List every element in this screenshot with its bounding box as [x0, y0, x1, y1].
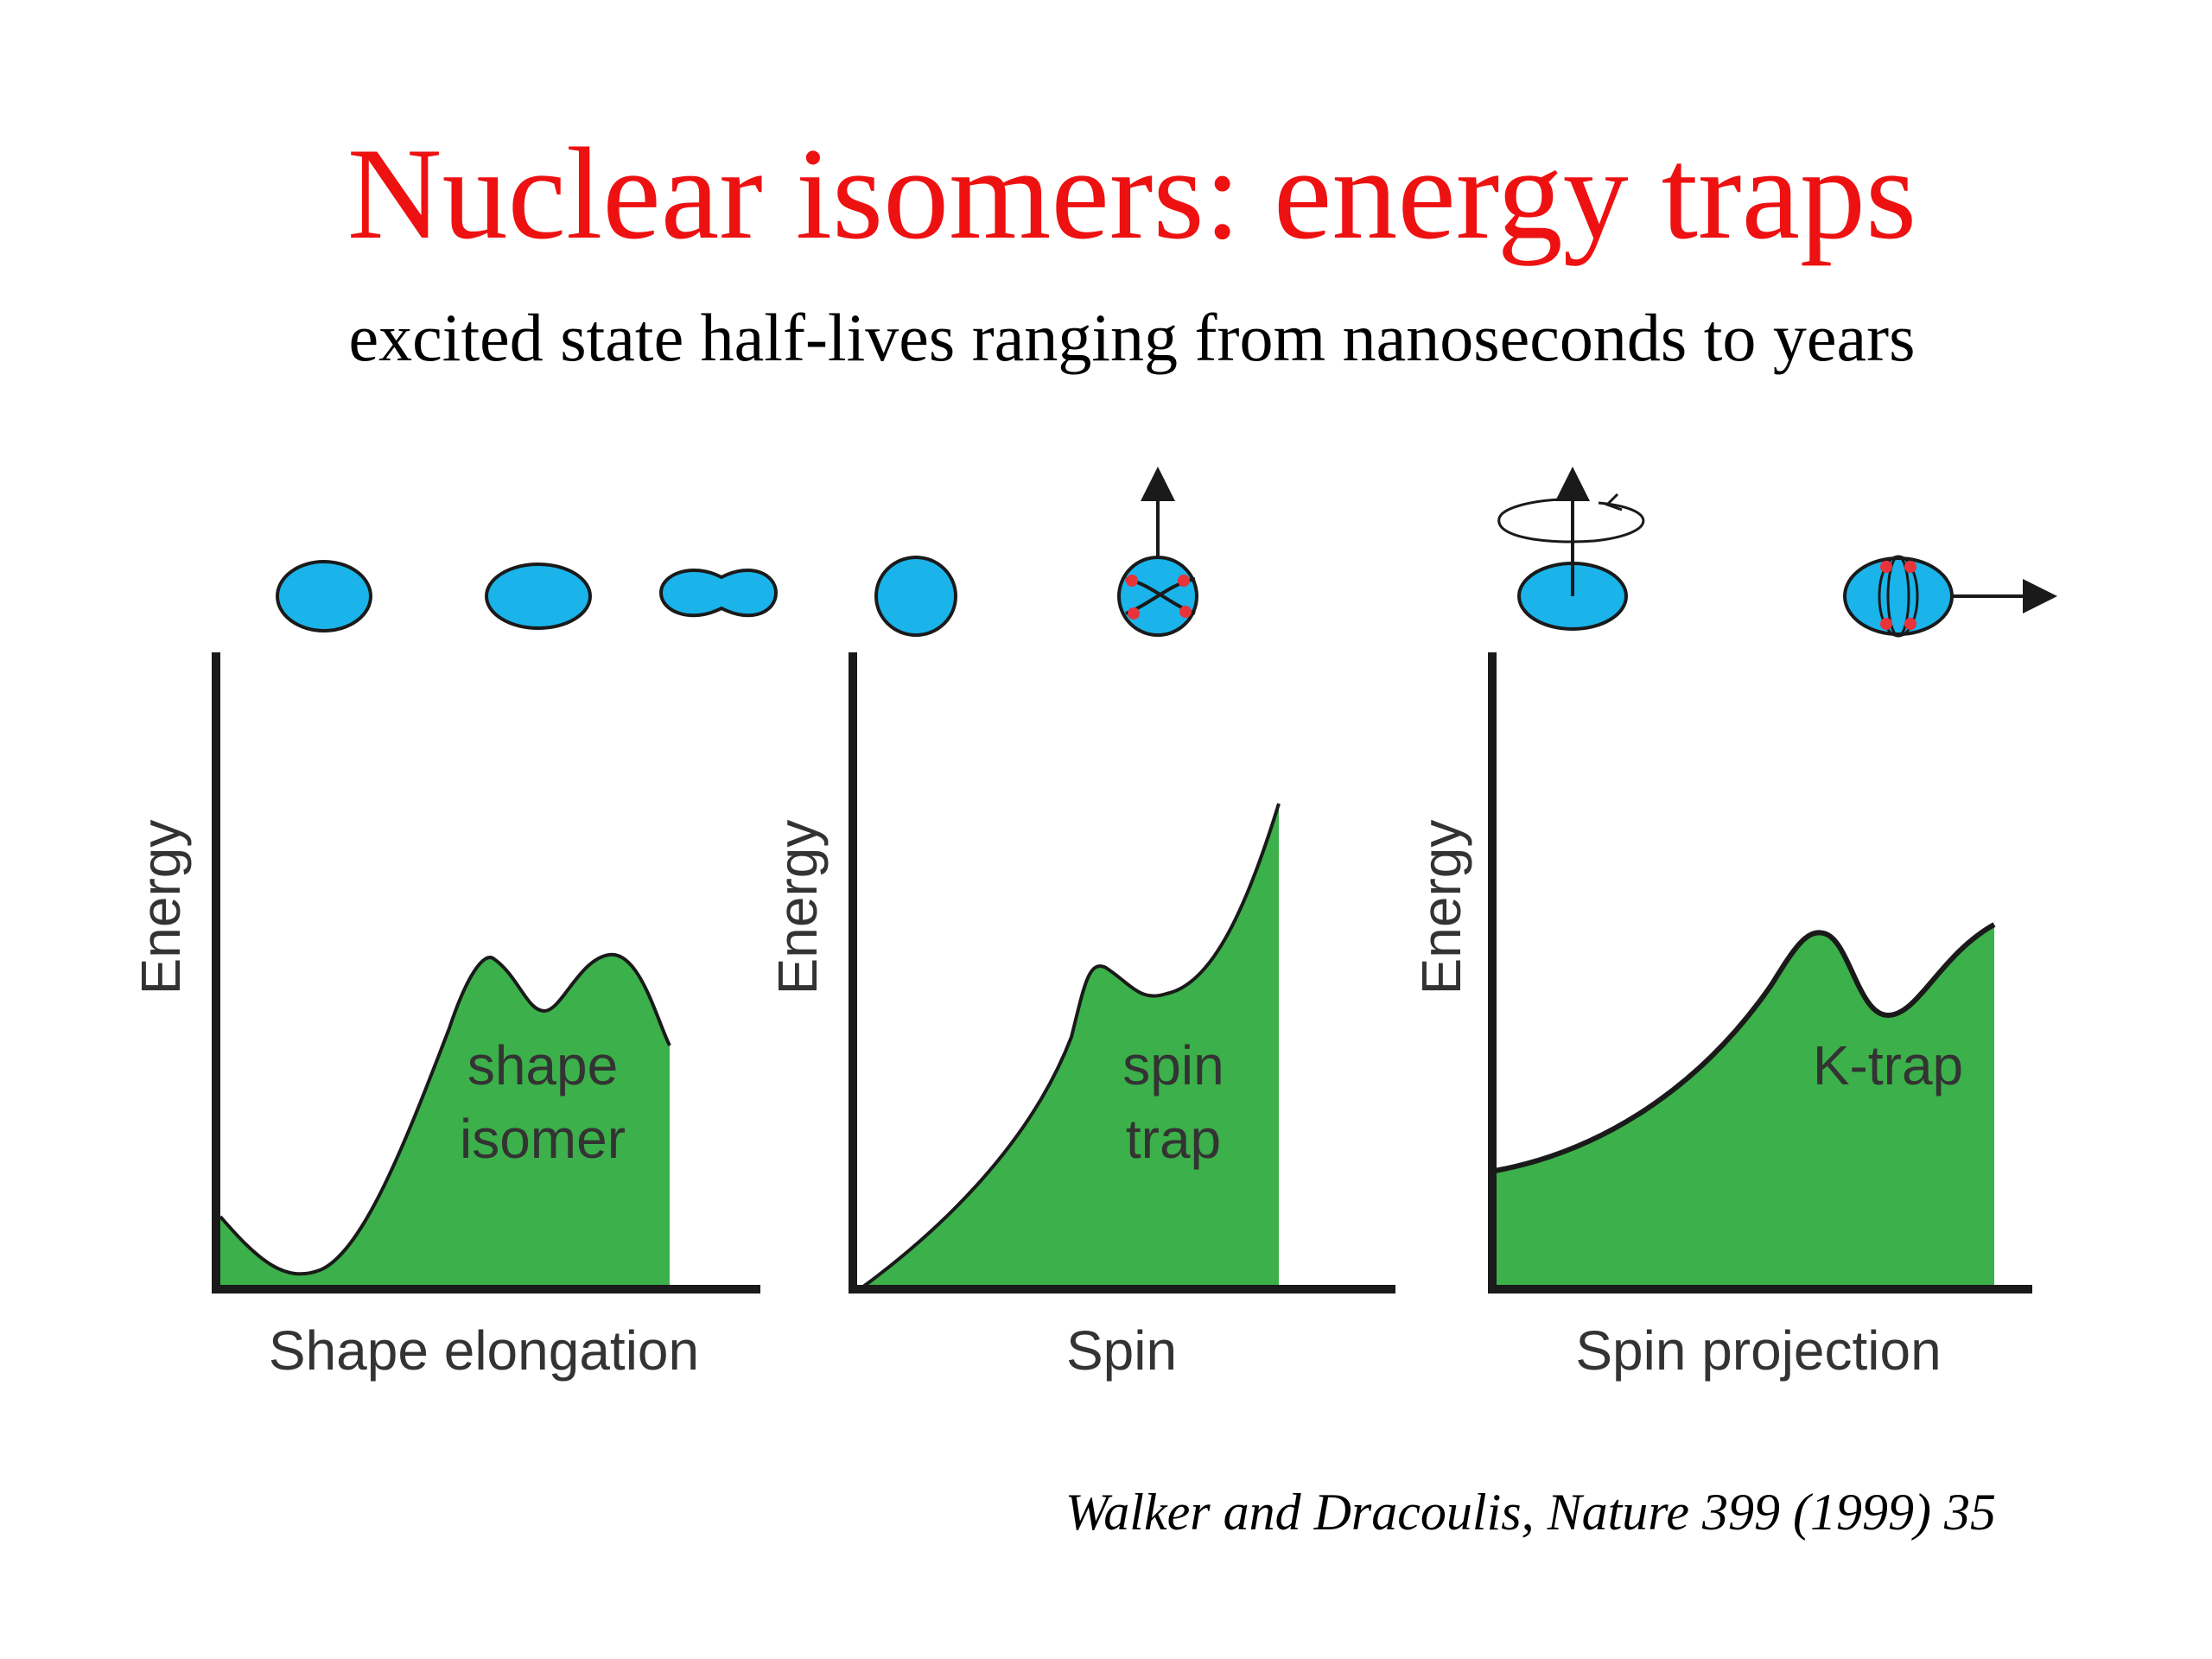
well-label-line-2: trap — [1126, 1108, 1221, 1170]
spin-trap-curve — [858, 803, 1281, 1291]
rotating-nucleus-icon — [1497, 467, 1645, 631]
k-trap-curve — [1494, 922, 1996, 1173]
x-axis-label: Spin — [1066, 1319, 1177, 1382]
panel-shape-isomer: Energy Shape elongation shape isomer — [130, 560, 779, 1382]
spin-aligned-nucleus-icon — [1117, 467, 1198, 637]
spin-projection-nucleus-icon — [1843, 555, 2057, 638]
y-axis-label: Energy — [766, 820, 829, 995]
x-axis-label: Spin projection — [1575, 1319, 1941, 1382]
well-label-line-2: isomer — [460, 1108, 626, 1170]
well-label-line-1: spin — [1122, 1034, 1224, 1096]
well-label-line-1: shape — [467, 1034, 618, 1096]
citation: Walker and Dracoulis, Nature 399 (1999) … — [1065, 1484, 1996, 1541]
y-axis-label: Energy — [1410, 820, 1472, 995]
x-axis-label: Shape elongation — [269, 1319, 699, 1382]
slide-subtitle: excited state half-lives ranging from na… — [348, 300, 1916, 375]
shape-isomer-well — [220, 954, 670, 1289]
panel-k-trap: Energy Spin projection K-trap — [1410, 467, 2057, 1382]
well-label: K-trap — [1813, 1034, 1963, 1096]
shape-isomer-curve — [219, 952, 671, 1276]
y-axis-label: Energy — [130, 820, 192, 995]
spherical-nucleus-icon — [874, 556, 957, 637]
fissioning-nucleus-icon — [658, 568, 779, 618]
panel-spin-trap: Energy Spin spin trap — [766, 467, 1395, 1382]
oblate-nucleus-icon — [276, 560, 372, 632]
k-trap-well — [1495, 925, 1994, 1289]
slide-title: Nuclear isomers: energy traps — [346, 121, 1917, 266]
elongated-nucleus-icon — [485, 563, 592, 630]
